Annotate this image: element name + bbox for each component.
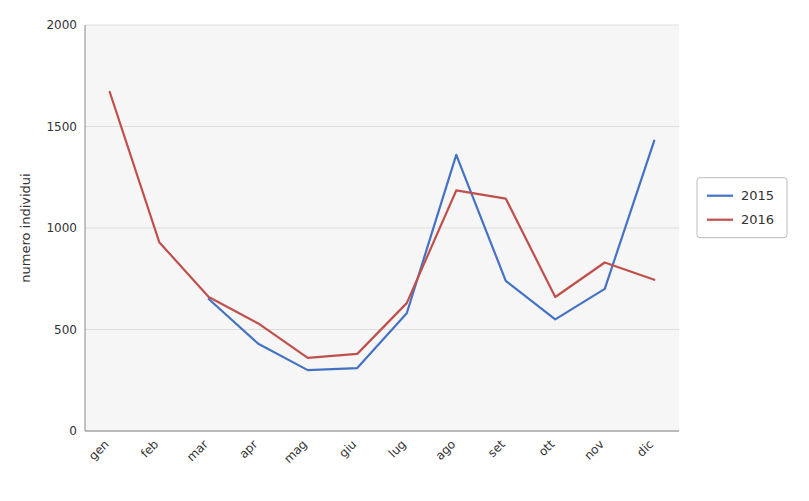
- x-tick-label: nov: [581, 437, 607, 463]
- legend-swatch: [707, 219, 733, 221]
- x-tick-label: ott: [536, 437, 558, 459]
- plot-background: [85, 25, 679, 431]
- y-axis-label: numero individui: [18, 173, 33, 282]
- legend-label: 2015: [741, 188, 774, 203]
- y-tick-label: 1500: [46, 120, 77, 134]
- grid-line: [85, 126, 679, 127]
- lines: [110, 92, 655, 370]
- chart-svg: 0 500 1000 1500 2000 gen febmar aprmag giu lug ago…: [0, 0, 809, 501]
- y-tick-label: 1000: [46, 221, 77, 235]
- x-tick-label: giu: [336, 437, 359, 460]
- y-tick-label: 0: [69, 424, 77, 438]
- x-tick-label: ago: [433, 437, 459, 463]
- grid-line: [85, 228, 679, 229]
- legend-label: 2016: [741, 212, 774, 227]
- grid-line: [85, 25, 679, 26]
- y-tick-label: 2000: [46, 18, 77, 32]
- x-tick-label: apr: [236, 437, 260, 461]
- x-tick-label: dic: [634, 437, 656, 459]
- x-tick-label: mag: [281, 437, 310, 466]
- y-axis-line: [85, 25, 86, 431]
- y-tick-label: 500: [54, 323, 77, 337]
- x-axis-line: [85, 431, 679, 432]
- x-tick-label: feb: [138, 437, 162, 461]
- x-tick-label: set: [485, 437, 508, 460]
- legend-swatch: [707, 195, 733, 197]
- legend: 2015 2016: [697, 178, 787, 238]
- x-tick-label: lug: [386, 437, 409, 460]
- series-line: [110, 92, 655, 358]
- x-tick-label: mar: [184, 437, 211, 464]
- y-grid: [85, 25, 679, 431]
- legend-box: [697, 178, 787, 238]
- grid-line: [85, 431, 679, 432]
- x-tick-label: gen: [86, 437, 112, 463]
- chart-container: 0 500 1000 1500 2000 gen febmar aprmag giu lug ago…: [0, 0, 809, 501]
